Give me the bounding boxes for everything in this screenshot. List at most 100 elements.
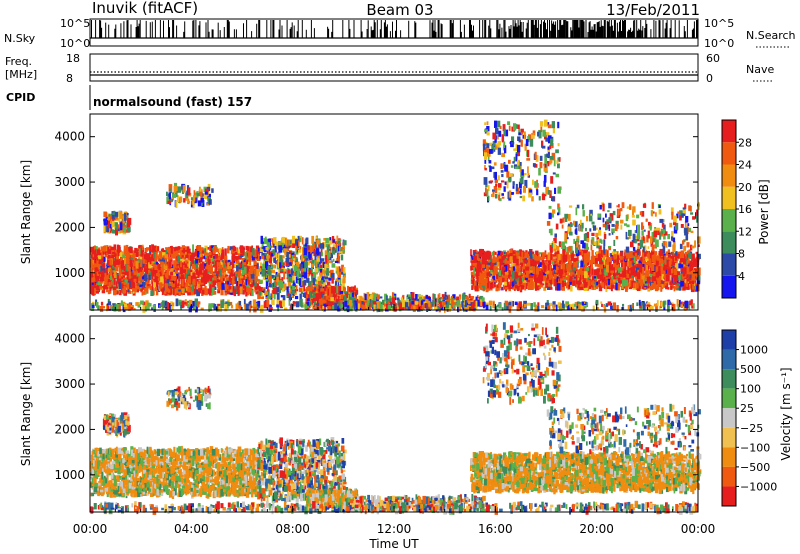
power-cell-1098 (172, 272, 177, 277)
power-cell-1701 (173, 260, 177, 268)
power-cell-1664 (109, 287, 112, 292)
power-cell-2401 (285, 258, 290, 263)
power-cell-1491 (129, 258, 132, 262)
power-cell-951 (196, 267, 201, 270)
power-cell-1759 (197, 250, 200, 258)
power-cell-1616 (215, 265, 218, 272)
power-cell-4641 (522, 265, 526, 274)
power-cell-3353 (438, 298, 441, 303)
power-cell-2483 (287, 262, 290, 265)
power-cell-2195 (309, 253, 312, 261)
power-cell-3968 (475, 280, 478, 286)
power-cell-4321 (680, 268, 683, 277)
power-cell-2468 (311, 235, 315, 244)
power-cell-3867 (591, 275, 596, 282)
power-cell-3198 (392, 292, 394, 300)
power-cell-2230 (314, 259, 317, 263)
power-cell-2474 (273, 292, 276, 300)
power-cell-2945 (340, 293, 344, 299)
power-cell-1430 (177, 246, 181, 250)
power-cell-1518 (160, 267, 165, 271)
power-cell-4312 (577, 256, 579, 261)
power-cell-2198 (282, 262, 285, 266)
power-cell-1776 (250, 274, 255, 279)
power-cell-4582 (474, 281, 477, 290)
power-cell-1954 (275, 252, 278, 260)
power-cell-1636 (216, 261, 219, 266)
power-cell-675 (221, 247, 224, 250)
power-cell-3136 (452, 294, 456, 302)
power-cell-2599 (119, 229, 123, 233)
power-cell-4866 (675, 251, 678, 256)
power-cell-2229 (279, 259, 284, 266)
power-cell-1283 (166, 265, 169, 274)
power-cell-1097 (105, 280, 108, 285)
power-cell-1715 (121, 283, 124, 289)
power-cell-4888 (615, 282, 618, 291)
power-cell-3331 (353, 297, 356, 303)
power-cell-4622 (616, 270, 620, 276)
power-cell-1167 (146, 253, 151, 261)
power-cell-2075 (339, 246, 341, 251)
power-cell-2162 (298, 273, 302, 278)
power-cell-954 (222, 261, 226, 267)
power-cell-1332 (205, 254, 209, 258)
power-cell-3663 (514, 279, 516, 282)
power-cell-4270 (520, 265, 523, 272)
power-cell-1537 (109, 259, 112, 265)
power-cell-2702 (186, 190, 190, 196)
power-cell-2393 (281, 236, 285, 243)
power-cell-2426 (279, 262, 282, 269)
power-cell-4508 (472, 282, 475, 288)
power-cell-1344 (154, 286, 158, 292)
power-cell-1646 (171, 252, 174, 259)
power-cell-1510 (126, 264, 130, 270)
power-cell-4151 (553, 270, 556, 277)
power-cell-2899 (315, 290, 318, 293)
power-cell-3322 (385, 303, 389, 310)
power-cell-915 (100, 256, 104, 261)
power-cell-3426 (471, 262, 476, 271)
power-cell-2265 (276, 260, 279, 266)
power-cell-2334 (343, 267, 346, 274)
power-cell-1381 (189, 269, 193, 272)
power-cell-1782 (242, 258, 245, 261)
power-cell-2565 (103, 224, 106, 232)
power-cell-552 (251, 276, 255, 282)
power-cell-2121 (278, 250, 280, 259)
power-cell-2707 (204, 191, 208, 195)
power-cell-3281 (346, 294, 349, 299)
power-cell-1625 (207, 265, 212, 272)
power-cell-2700 (192, 200, 195, 209)
power-cell-1318 (227, 248, 230, 254)
power-cell-1233 (125, 254, 129, 260)
power-cell-1235 (220, 274, 224, 279)
power-cell-992 (90, 273, 94, 278)
power-cell-4918 (637, 255, 640, 259)
power-cell-1375 (96, 274, 100, 279)
power-cell-2664 (199, 200, 203, 206)
power-cell-2362 (302, 293, 306, 297)
power-cell-1928 (266, 272, 271, 276)
power-cell-1725 (168, 283, 172, 287)
power-cell-1610 (212, 251, 216, 254)
power-cell-4882 (665, 282, 669, 290)
power-cell-556 (132, 268, 137, 276)
power-cell-3003 (336, 299, 340, 305)
power-cell-3654 (629, 259, 633, 262)
power-cell-2059 (342, 277, 346, 284)
power-cell-3039 (441, 294, 445, 300)
power-cell-1238 (172, 251, 176, 257)
power-cell-1656 (194, 280, 197, 286)
power-cell-3210 (349, 292, 353, 301)
power-cell-999 (217, 289, 221, 294)
power-cell-2177 (267, 289, 270, 297)
power-cell-4282 (604, 262, 607, 268)
power-cell-2896 (307, 291, 309, 295)
power-cell-2387 (343, 275, 346, 281)
power-cell-879 (231, 249, 234, 253)
nave-tick-bottom: 0 (706, 72, 713, 85)
power-cell-2857 (310, 290, 314, 295)
nsky-bar-trace (91, 20, 698, 38)
power-cell-1620 (143, 264, 146, 272)
